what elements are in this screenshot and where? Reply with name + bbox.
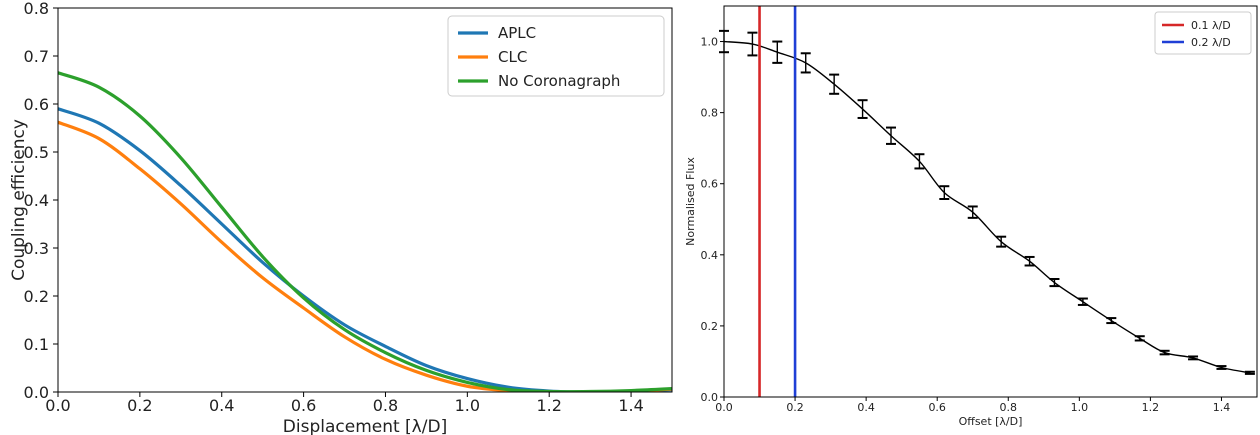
x-tick-label: 0.6 bbox=[928, 401, 946, 414]
x-tick-label: 1.2 bbox=[1142, 401, 1160, 414]
error-bar bbox=[800, 52, 811, 74]
x-tick-label: 0.4 bbox=[209, 396, 234, 415]
flux-line bbox=[723, 40, 1251, 374]
error-bar bbox=[886, 126, 897, 145]
y-tick-label: 1.0 bbox=[701, 36, 719, 49]
y-tick-label: 0.4 bbox=[24, 191, 49, 210]
y-tick-label: 0.1 bbox=[24, 335, 49, 354]
error-bar bbox=[1159, 349, 1170, 356]
error-bar bbox=[1077, 297, 1088, 306]
error-bar bbox=[939, 185, 950, 201]
series-line-no-coronagraph bbox=[58, 71, 672, 392]
x-tick-label: 1.0 bbox=[455, 396, 480, 415]
error-bar bbox=[1024, 255, 1035, 267]
y-tick-label: 0.6 bbox=[701, 178, 719, 191]
x-tick-label: 1.2 bbox=[536, 396, 561, 415]
x-tick-label: 1.4 bbox=[618, 396, 643, 415]
legend: 0.1 λ/D 0.2 λ/D bbox=[1154, 11, 1252, 55]
x-tick-label: 0.8 bbox=[373, 396, 398, 415]
plot-frame bbox=[723, 5, 1258, 398]
x-tick-label: 0.8 bbox=[1000, 401, 1018, 414]
chart-normalised-flux: 0.0 0.2 0.4 0.6 0.8 1.0 1.2 1.4 0.0 0.2 0.4 0.6 0.8 1… bbox=[684, 5, 1258, 428]
flux-series bbox=[719, 29, 1255, 375]
legend-entry: APLC bbox=[498, 24, 536, 42]
x-axis-title: Offset [λ/D] bbox=[959, 415, 1023, 428]
x-tick-label: 0.2 bbox=[786, 401, 804, 414]
error-bar bbox=[1134, 335, 1145, 342]
error-bar bbox=[829, 73, 840, 95]
error-bar bbox=[914, 153, 925, 170]
error-bar bbox=[1188, 355, 1199, 361]
error-bar bbox=[967, 205, 978, 219]
x-axis-title: Displacement [λ/D] bbox=[283, 417, 447, 435]
y-tick-label: 0.0 bbox=[24, 383, 49, 402]
y-tick-label: 0.3 bbox=[24, 239, 49, 258]
y-tick-label: 0.2 bbox=[701, 320, 719, 333]
x-tick-label: 0.0 bbox=[715, 401, 733, 414]
error-bar bbox=[857, 99, 868, 119]
y-tick-label: 0.4 bbox=[701, 249, 719, 262]
x-tick-label: 1.0 bbox=[1071, 401, 1089, 414]
legend-entry: CLC bbox=[498, 48, 527, 66]
y-tick-label: 0.0 bbox=[701, 391, 719, 404]
legend-entry: 0.2 λ/D bbox=[1191, 36, 1231, 49]
y-tick-label: 0.5 bbox=[24, 143, 49, 162]
y-tick-label: 0.7 bbox=[24, 47, 49, 66]
y-tick-label: 0.8 bbox=[24, 0, 49, 18]
series-line-clc bbox=[58, 120, 672, 392]
legend-entry: 0.1 λ/D bbox=[1191, 19, 1231, 32]
legend: APLC CLC No Coronagraph bbox=[447, 15, 665, 97]
x-tick-label: 0.2 bbox=[127, 396, 152, 415]
error-bar bbox=[1216, 365, 1227, 370]
x-tick-label: 0.4 bbox=[857, 401, 875, 414]
x-tick-label: 0.6 bbox=[291, 396, 316, 415]
x-tick-label: 1.4 bbox=[1213, 401, 1231, 414]
error-bar bbox=[747, 31, 758, 57]
y-axis-title: Normalised Flux bbox=[684, 157, 697, 246]
y-tick-label: 0.6 bbox=[24, 95, 49, 114]
error-bar bbox=[772, 40, 783, 64]
x-tick-label: 0.0 bbox=[45, 396, 70, 415]
series-lines bbox=[58, 71, 672, 392]
error-bar bbox=[1106, 317, 1117, 325]
error-bar bbox=[1049, 277, 1060, 288]
y-tick-label: 0.8 bbox=[701, 107, 719, 120]
chart-coupling-efficiency: 0.0 0.2 0.4 0.6 0.8 1.0 1.2 1.4 0.0 0.1 0.2 0.3 0.4 0… bbox=[9, 0, 673, 435]
legend-entry: No Coronagraph bbox=[498, 72, 620, 90]
error-bar bbox=[1244, 370, 1255, 375]
y-tick-label: 0.2 bbox=[24, 287, 49, 306]
y-axis-title: Coupling efficiency bbox=[9, 119, 29, 281]
error-bar bbox=[996, 235, 1007, 248]
